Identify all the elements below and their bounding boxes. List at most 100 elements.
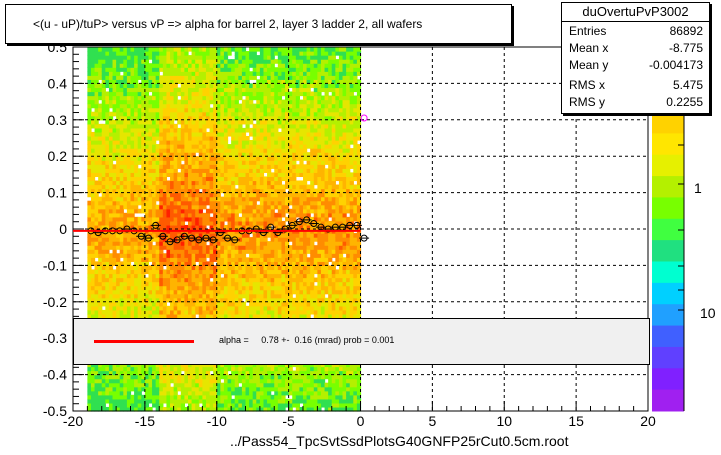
heatmap-cell xyxy=(188,406,193,412)
heatmap-cell xyxy=(148,204,153,210)
heatmap-cell xyxy=(213,87,218,93)
heatmap-cell xyxy=(216,366,221,372)
heatmap-cell xyxy=(195,99,200,105)
heatmap-cell xyxy=(94,277,99,283)
heatmap-cell xyxy=(274,196,279,202)
heatmap-cell xyxy=(270,241,275,246)
heatmap-cell xyxy=(98,47,103,52)
heatmap-cell xyxy=(141,382,146,388)
heatmap-cell xyxy=(259,212,265,218)
heatmap-cell xyxy=(126,188,132,194)
heatmap-cell xyxy=(184,180,189,186)
heatmap-cell xyxy=(101,188,106,194)
heatmap-cell xyxy=(130,192,135,198)
heatmap-cell xyxy=(205,208,211,214)
heatmap-cell xyxy=(223,305,229,311)
heatmap-cell xyxy=(130,208,135,214)
heatmap-cell xyxy=(277,208,283,214)
heatmap-cell xyxy=(202,83,207,89)
heatmap-cell xyxy=(134,237,139,242)
heatmap-cell xyxy=(241,63,247,68)
heatmap-cell xyxy=(152,378,157,384)
heatmap-cell xyxy=(285,184,290,190)
heatmap-cell xyxy=(148,245,153,250)
heatmap-cell xyxy=(245,107,250,113)
heatmap-cell xyxy=(123,257,128,262)
heatmap-cell xyxy=(292,394,297,400)
heatmap-cell xyxy=(159,164,164,169)
heatmap-cell xyxy=(245,382,250,388)
heatmap-cell xyxy=(148,200,153,206)
heatmap-cell xyxy=(267,148,272,153)
heatmap-cell xyxy=(213,95,218,101)
heatmap-cell xyxy=(288,233,293,238)
heatmap-cell xyxy=(144,216,150,222)
heatmap-cell xyxy=(173,382,178,388)
heatmap-cell xyxy=(202,67,207,72)
heatmap-cell xyxy=(108,394,114,400)
heatmap-cell xyxy=(105,233,110,238)
heatmap-cell xyxy=(231,297,236,303)
heatmap-cell xyxy=(180,220,185,226)
heatmap-cell xyxy=(288,200,293,206)
heatmap-cell xyxy=(148,241,153,246)
heatmap-cell xyxy=(144,107,150,113)
heatmap-cell xyxy=(173,297,178,303)
heatmap-cell xyxy=(216,63,221,68)
heatmap-cell xyxy=(94,59,99,64)
heatmap-cell xyxy=(220,269,225,275)
heatmap-cell xyxy=(130,67,135,72)
heatmap-cell xyxy=(252,204,257,210)
heatmap-cell xyxy=(184,261,189,266)
heatmap-cell xyxy=(173,261,178,266)
heatmap-cell xyxy=(137,398,142,404)
heatmap-cell xyxy=(227,257,232,262)
heatmap-cell xyxy=(202,95,207,101)
heatmap-cell xyxy=(155,192,160,198)
heatmap-cell xyxy=(188,220,193,226)
heatmap-cell xyxy=(184,51,189,56)
heatmap-cell xyxy=(94,224,99,230)
heatmap-cell xyxy=(148,164,153,169)
heatmap-cell xyxy=(249,261,254,266)
heatmap-cell xyxy=(223,107,229,113)
heatmap-cell xyxy=(198,297,203,303)
heatmap-cell xyxy=(205,305,211,311)
heatmap-cell xyxy=(98,245,103,250)
heatmap-cell xyxy=(173,281,178,287)
heatmap-cell xyxy=(223,224,229,230)
heatmap-cell xyxy=(270,293,275,299)
heatmap-cell xyxy=(101,91,106,97)
heatmap-cell xyxy=(281,378,286,384)
heatmap-cell xyxy=(277,253,283,258)
heatmap-cell xyxy=(259,200,265,206)
heatmap-cell xyxy=(159,75,164,80)
heatmap-cell xyxy=(263,47,268,52)
heatmap-cell xyxy=(134,135,139,141)
heatmap-cell xyxy=(137,152,142,157)
heatmap-cell xyxy=(152,79,157,84)
heatmap-cell xyxy=(220,55,225,60)
heatmap-cell xyxy=(101,71,106,76)
heatmap-cell xyxy=(195,382,200,388)
heatmap-cell xyxy=(119,55,124,60)
heatmap-cell xyxy=(202,51,207,56)
heatmap-cell xyxy=(148,216,153,222)
heatmap-cell xyxy=(98,382,103,388)
heatmap-cell xyxy=(249,103,254,109)
heatmap-cell xyxy=(112,289,117,295)
heatmap-cell xyxy=(130,148,135,153)
heatmap-cell xyxy=(108,386,114,392)
heatmap-cell xyxy=(213,293,218,299)
heatmap-cell xyxy=(137,196,142,202)
heatmap-cell xyxy=(94,107,99,113)
heatmap-cell xyxy=(162,196,168,202)
heatmap-cell xyxy=(252,245,257,250)
heatmap-cell xyxy=(152,237,157,242)
heatmap-cell xyxy=(216,309,221,315)
heatmap-cell xyxy=(148,127,153,133)
heatmap-cell xyxy=(188,47,193,52)
heatmap-cell xyxy=(263,402,268,408)
heatmap-cell xyxy=(159,394,164,400)
heatmap-cell xyxy=(249,83,254,89)
